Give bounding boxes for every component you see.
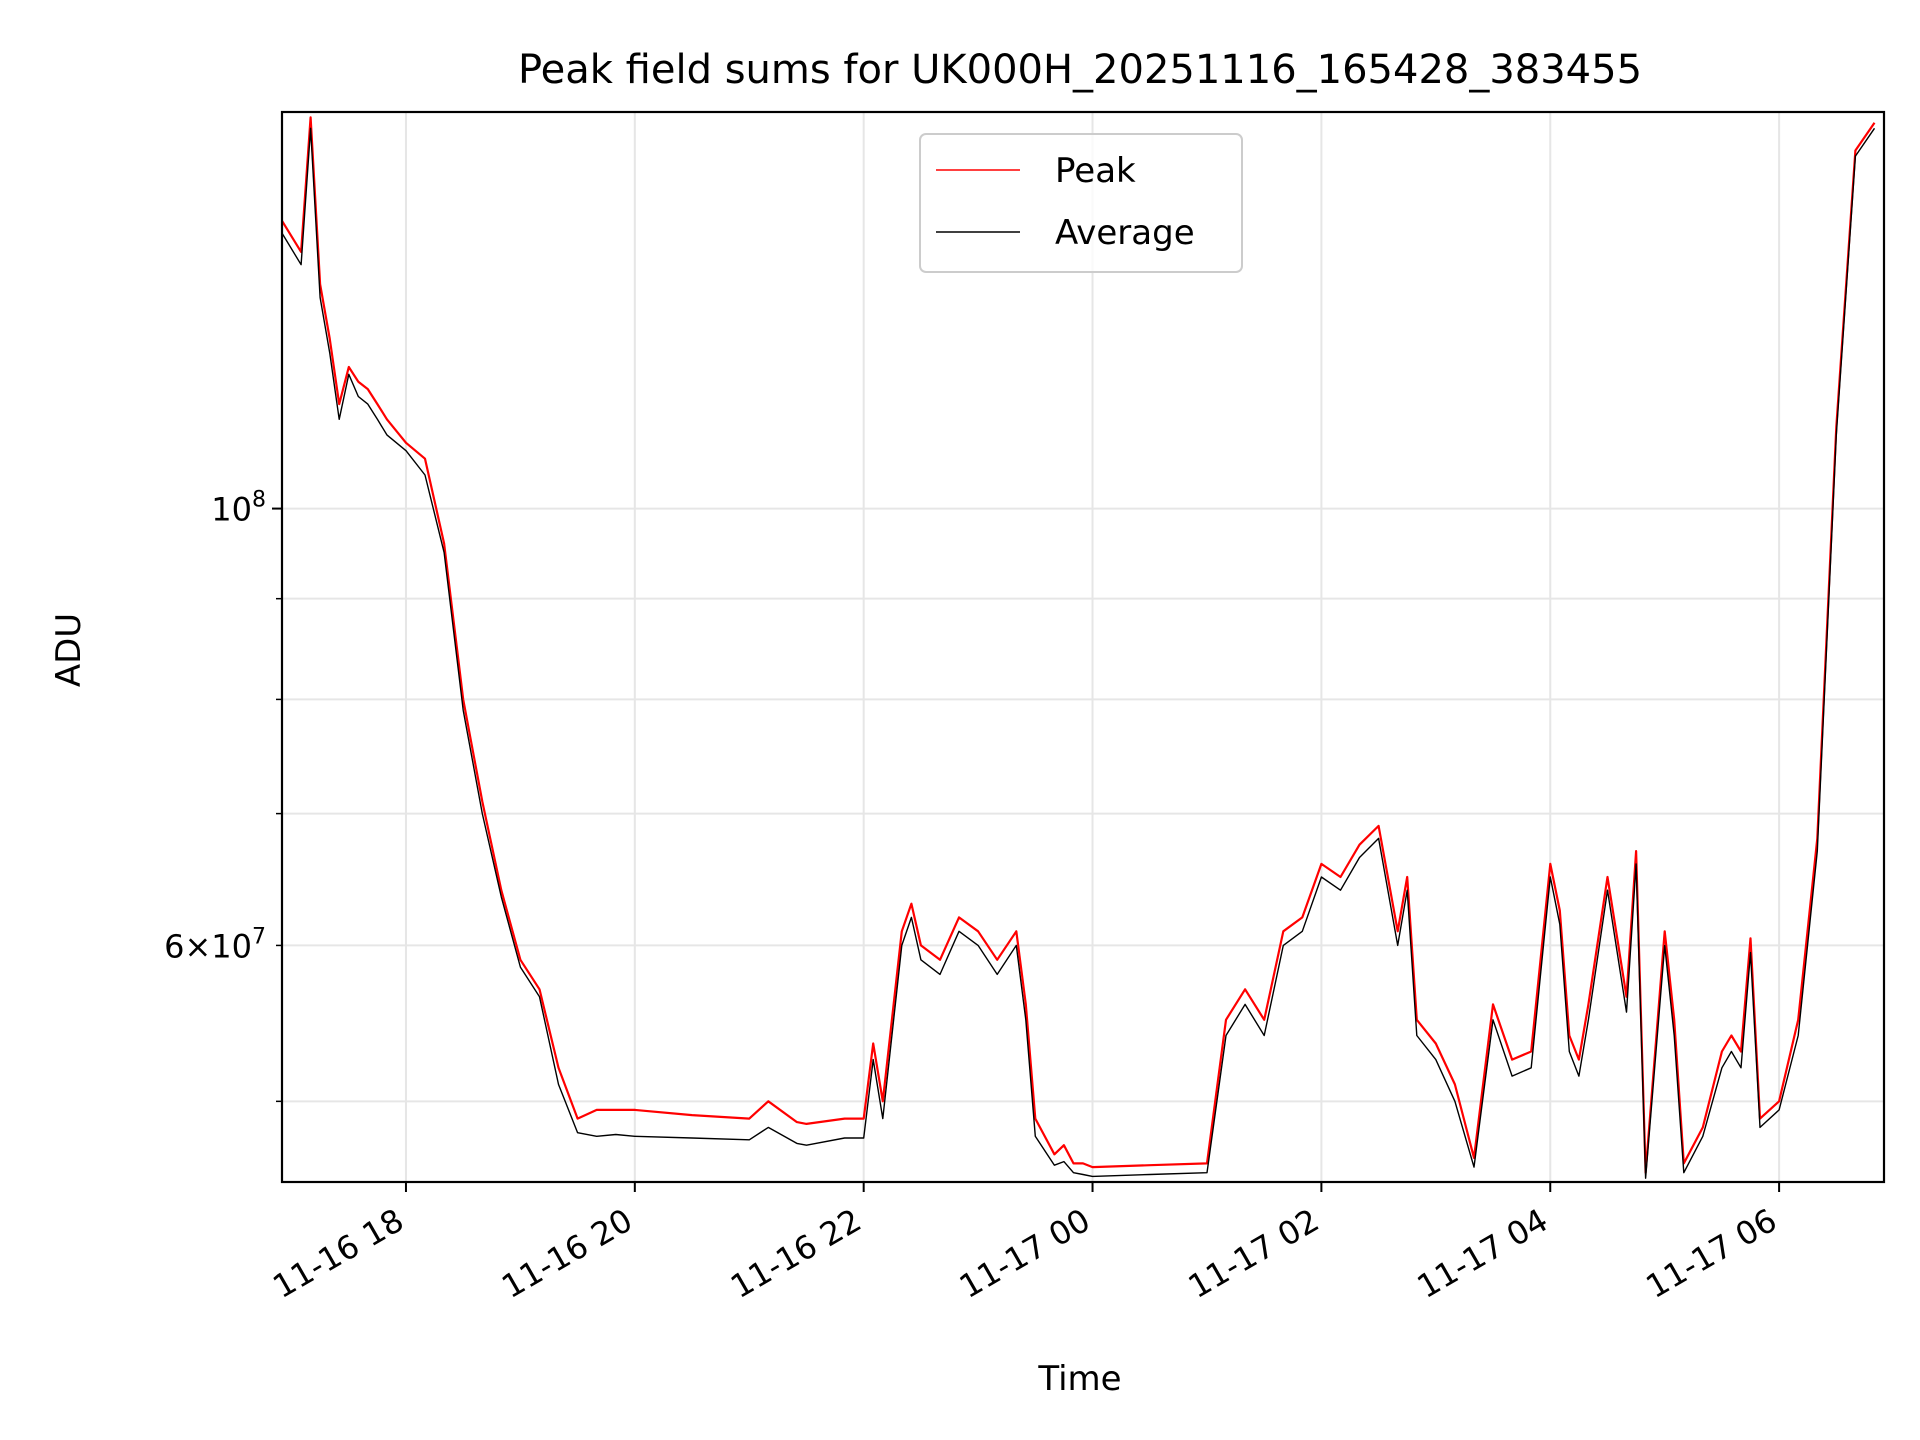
y-minor-tick-label: 6×107 xyxy=(164,924,266,965)
legend: Peak Average xyxy=(919,133,1243,273)
x-tick-label: 11-17 00 xyxy=(953,1201,1097,1306)
x-axis: 11-16 18 11-16 20 11-16 22 11-17 00 11-17 02… xyxy=(266,1182,1783,1306)
series-lines xyxy=(281,116,1876,1179)
x-tick-label: 11-17 04 xyxy=(1411,1201,1555,1306)
legend-box xyxy=(919,133,1243,273)
x-tick-label: 11-17 06 xyxy=(1640,1201,1784,1306)
series-line-average xyxy=(281,127,1876,1179)
x-tick-label: 11-16 20 xyxy=(495,1201,639,1306)
y-tick-label: 108 xyxy=(211,488,266,529)
x-axis-label: Time xyxy=(1037,1359,1121,1399)
y-axis-label: ADU xyxy=(49,613,89,687)
series-line-peak xyxy=(281,116,1876,1174)
x-tick-label: 11-16 18 xyxy=(266,1201,410,1306)
y-axis: 108 6×107 xyxy=(164,488,282,1103)
grid xyxy=(282,112,1884,1182)
x-tick-label: 11-17 02 xyxy=(1182,1201,1326,1306)
chart-title: Peak field sums for UK000H_20251116_1654… xyxy=(518,47,1642,93)
legend-label-peak: Peak xyxy=(1055,151,1136,191)
plot-frame xyxy=(280,110,1886,1184)
legend-label-average: Average xyxy=(1055,213,1195,253)
x-tick-label: 11-16 22 xyxy=(724,1201,868,1306)
